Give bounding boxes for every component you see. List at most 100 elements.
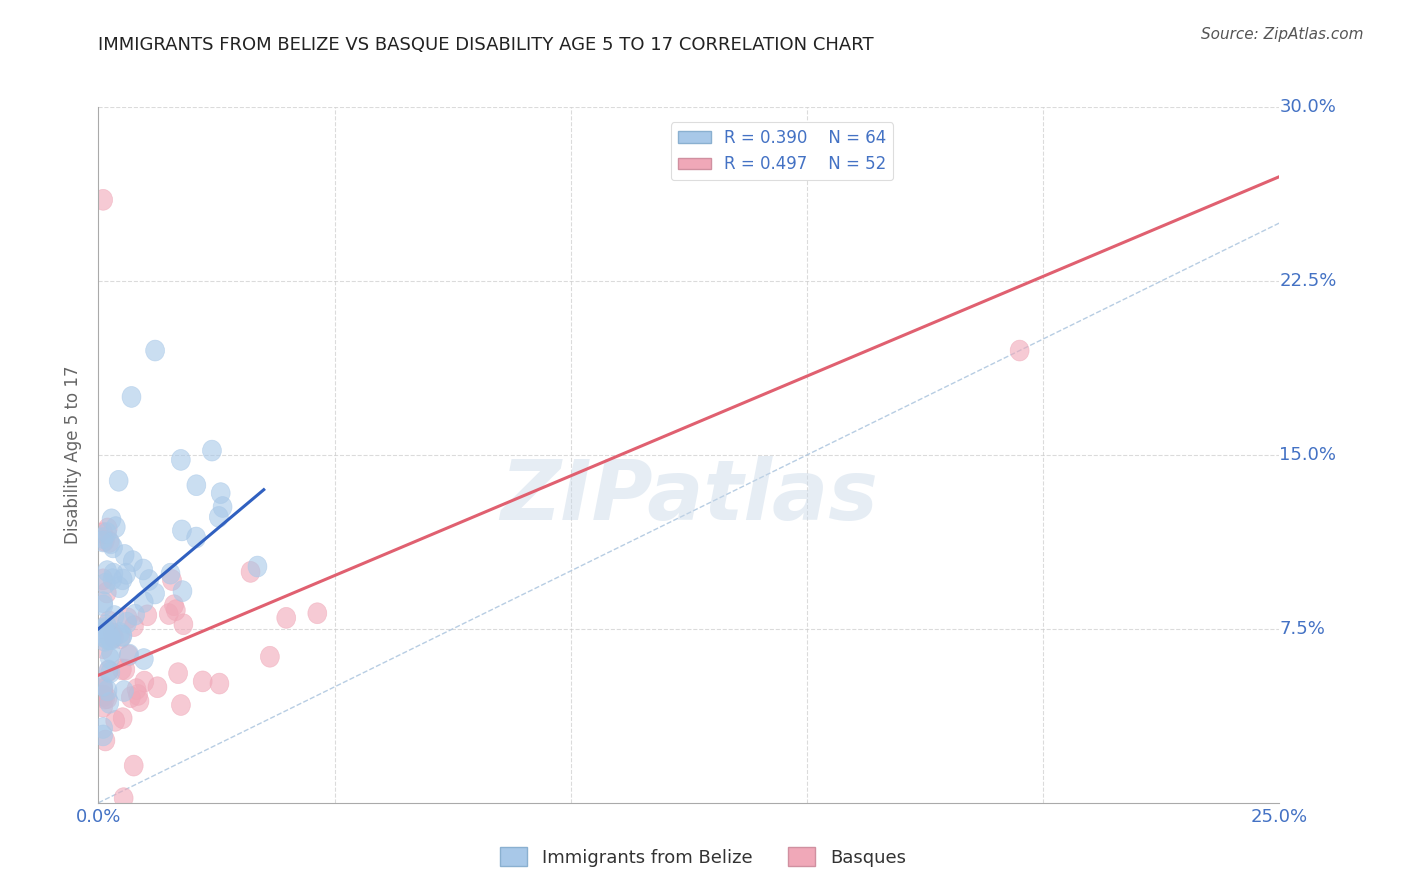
- Ellipse shape: [103, 629, 121, 649]
- Text: 7.5%: 7.5%: [1279, 620, 1326, 638]
- Ellipse shape: [209, 507, 228, 527]
- Ellipse shape: [124, 550, 142, 572]
- Ellipse shape: [104, 537, 122, 558]
- Ellipse shape: [94, 638, 112, 658]
- Text: 22.5%: 22.5%: [1279, 272, 1337, 290]
- Ellipse shape: [308, 603, 326, 624]
- Ellipse shape: [94, 523, 112, 543]
- Ellipse shape: [94, 595, 112, 615]
- Ellipse shape: [96, 730, 115, 751]
- Ellipse shape: [104, 627, 124, 648]
- Ellipse shape: [94, 527, 112, 549]
- Text: Source: ZipAtlas.com: Source: ZipAtlas.com: [1201, 27, 1364, 42]
- Ellipse shape: [209, 673, 229, 694]
- Ellipse shape: [101, 662, 120, 682]
- Ellipse shape: [193, 671, 212, 692]
- Ellipse shape: [103, 508, 121, 530]
- Ellipse shape: [146, 583, 165, 604]
- Ellipse shape: [277, 607, 295, 628]
- Ellipse shape: [94, 569, 112, 590]
- Ellipse shape: [148, 677, 167, 698]
- Ellipse shape: [96, 531, 114, 551]
- Ellipse shape: [112, 625, 132, 647]
- Ellipse shape: [94, 531, 112, 552]
- Ellipse shape: [101, 642, 121, 663]
- Ellipse shape: [139, 570, 159, 591]
- Ellipse shape: [94, 725, 112, 746]
- Ellipse shape: [100, 611, 118, 632]
- Ellipse shape: [117, 564, 135, 584]
- Ellipse shape: [107, 516, 125, 538]
- Ellipse shape: [134, 559, 153, 580]
- Ellipse shape: [166, 599, 186, 621]
- Ellipse shape: [129, 690, 149, 712]
- Ellipse shape: [110, 577, 129, 598]
- Ellipse shape: [165, 595, 183, 615]
- Ellipse shape: [120, 644, 139, 665]
- Ellipse shape: [121, 687, 141, 707]
- Ellipse shape: [120, 645, 138, 665]
- Ellipse shape: [104, 563, 122, 584]
- Ellipse shape: [98, 688, 117, 708]
- Ellipse shape: [146, 340, 165, 361]
- Ellipse shape: [96, 574, 115, 594]
- Legend: R = 0.390    N = 64, R = 0.497    N = 52: R = 0.390 N = 64, R = 0.497 N = 52: [671, 122, 893, 180]
- Ellipse shape: [172, 450, 190, 470]
- Ellipse shape: [114, 681, 134, 701]
- Ellipse shape: [138, 605, 156, 626]
- Ellipse shape: [125, 615, 143, 637]
- Ellipse shape: [163, 570, 181, 591]
- Ellipse shape: [118, 607, 138, 629]
- Ellipse shape: [173, 520, 191, 541]
- Ellipse shape: [97, 561, 117, 582]
- Ellipse shape: [112, 625, 132, 646]
- Ellipse shape: [94, 685, 112, 706]
- Ellipse shape: [110, 470, 128, 491]
- Ellipse shape: [214, 497, 232, 517]
- Ellipse shape: [159, 604, 179, 624]
- Ellipse shape: [98, 680, 117, 701]
- Ellipse shape: [115, 544, 134, 566]
- Ellipse shape: [103, 569, 122, 590]
- Ellipse shape: [114, 707, 132, 729]
- Ellipse shape: [96, 631, 114, 651]
- Ellipse shape: [98, 628, 117, 649]
- Text: 30.0%: 30.0%: [1279, 98, 1336, 116]
- Ellipse shape: [97, 615, 117, 636]
- Ellipse shape: [96, 617, 114, 639]
- Ellipse shape: [100, 532, 120, 552]
- Ellipse shape: [162, 563, 180, 584]
- Legend: Immigrants from Belize, Basques: Immigrants from Belize, Basques: [494, 840, 912, 874]
- Ellipse shape: [111, 628, 129, 648]
- Ellipse shape: [125, 604, 145, 625]
- Ellipse shape: [94, 677, 112, 698]
- Y-axis label: Disability Age 5 to 17: Disability Age 5 to 17: [65, 366, 83, 544]
- Ellipse shape: [187, 527, 205, 548]
- Ellipse shape: [174, 614, 193, 635]
- Ellipse shape: [94, 697, 112, 717]
- Ellipse shape: [100, 625, 120, 646]
- Ellipse shape: [135, 648, 153, 670]
- Ellipse shape: [112, 659, 131, 680]
- Ellipse shape: [101, 533, 120, 554]
- Ellipse shape: [98, 518, 117, 539]
- Ellipse shape: [94, 717, 112, 739]
- Ellipse shape: [260, 647, 280, 667]
- Ellipse shape: [94, 591, 112, 613]
- Ellipse shape: [94, 686, 114, 706]
- Ellipse shape: [98, 660, 118, 681]
- Ellipse shape: [94, 622, 112, 643]
- Ellipse shape: [124, 756, 143, 776]
- Ellipse shape: [94, 685, 112, 706]
- Ellipse shape: [105, 710, 125, 731]
- Text: 15.0%: 15.0%: [1279, 446, 1337, 464]
- Ellipse shape: [202, 440, 221, 461]
- Ellipse shape: [94, 626, 112, 647]
- Text: IMMIGRANTS FROM BELIZE VS BASQUE DISABILITY AGE 5 TO 17 CORRELATION CHART: IMMIGRANTS FROM BELIZE VS BASQUE DISABIL…: [98, 36, 875, 54]
- Ellipse shape: [100, 692, 118, 714]
- Ellipse shape: [100, 648, 120, 669]
- Ellipse shape: [115, 659, 135, 680]
- Ellipse shape: [127, 679, 146, 699]
- Ellipse shape: [101, 629, 120, 649]
- Ellipse shape: [135, 671, 153, 692]
